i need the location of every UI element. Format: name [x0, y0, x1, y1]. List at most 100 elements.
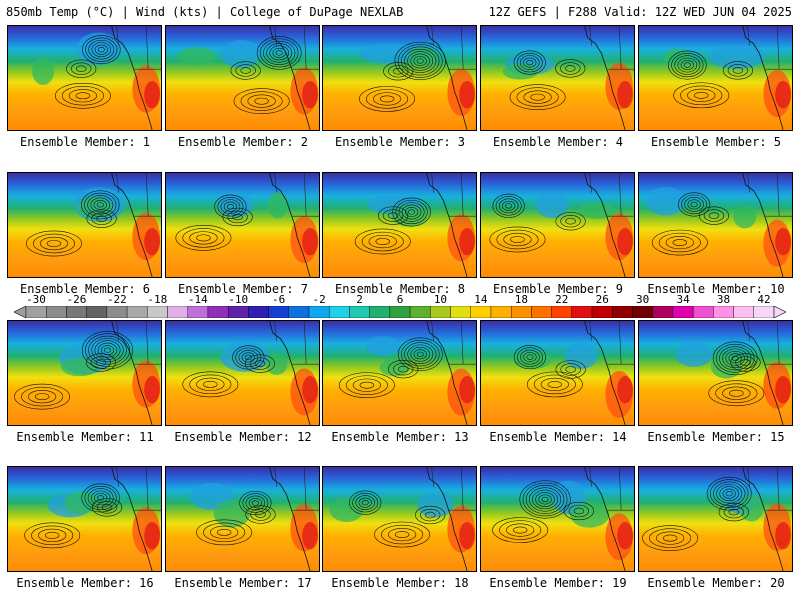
- low-pressure-contour: [214, 194, 247, 219]
- high-pressure-contour: [687, 88, 716, 102]
- colorbar-swatch: [167, 306, 188, 318]
- high-pressure-contour: [189, 374, 232, 395]
- high-pressure-contour: [68, 89, 98, 103]
- low-pressure-contour: [413, 349, 427, 360]
- low-pressure-contour: [528, 487, 562, 512]
- low-pressure-contour: [263, 40, 296, 65]
- ensemble-member-label: Ensemble Member: 20: [647, 576, 785, 590]
- ensemble-member-label: Ensemble Member: 16: [16, 576, 154, 590]
- low-pressure-contour: [719, 346, 752, 371]
- temperature-map: [639, 467, 792, 571]
- colorbar-tick-label: 26: [595, 293, 609, 306]
- ensemble-member-label: Ensemble Member: 6: [19, 282, 151, 296]
- low-pressure-contour: [713, 481, 746, 506]
- height-contour: [565, 65, 576, 72]
- colorbar-tick-label: -22: [106, 293, 127, 306]
- high-pressure-contour: [665, 235, 694, 250]
- colorbar-swatch: [571, 306, 593, 318]
- high-pressure-contour: [27, 390, 57, 404]
- temperature-map: [481, 173, 634, 277]
- colorbar-swatch: [389, 306, 411, 318]
- coastline: [111, 467, 153, 571]
- low-pressure-contour: [408, 209, 416, 215]
- colorbar-swatch: [591, 306, 613, 318]
- high-pressure-contour: [510, 236, 525, 243]
- ensemble-map-panel: [322, 172, 477, 278]
- temperature-field: [639, 26, 792, 130]
- height-contour: [740, 359, 751, 366]
- cool-air-blob: [390, 204, 428, 227]
- height-contour: [250, 508, 271, 521]
- low-pressure-contour: [519, 480, 571, 519]
- low-pressure-contour: [722, 348, 749, 369]
- cool-air-blob: [267, 192, 289, 219]
- political-borders: [116, 173, 161, 217]
- colorbar-tick-label: -26: [66, 293, 87, 306]
- political-borders: [431, 467, 476, 511]
- height-contour: [730, 353, 761, 372]
- colorbar-swatch: [632, 306, 653, 318]
- hot-air-blob: [144, 521, 161, 550]
- temperature-map: [639, 321, 792, 425]
- low-pressure-contour: [715, 343, 755, 373]
- low-pressure-contour: [677, 57, 698, 73]
- coastline: [269, 467, 311, 571]
- colorbar-swatch: [187, 306, 209, 318]
- high-pressure-contour: [368, 234, 397, 249]
- political-borders: [431, 26, 476, 70]
- high-pressure-contour: [359, 381, 375, 389]
- height-contour: [101, 504, 113, 511]
- ensemble-map-panel: [7, 172, 162, 278]
- ensemble-member-label: Ensemble Member: 14: [489, 430, 627, 444]
- coastline: [584, 467, 626, 571]
- low-pressure-contour: [492, 193, 525, 218]
- colorbar-tick-label: -2: [312, 293, 326, 306]
- coastline: [584, 321, 626, 425]
- high-pressure-contour: [516, 87, 559, 107]
- high-pressure-contour: [175, 225, 232, 251]
- height-contour: [387, 212, 399, 219]
- ensemble-member-label: Ensemble Member: 5: [650, 135, 782, 149]
- temperature-map: [8, 467, 161, 571]
- colorbar-max-arrow: [773, 306, 786, 318]
- coastline: [742, 26, 784, 130]
- colorbar-swatch: [753, 306, 775, 318]
- cold-air-blob: [645, 186, 686, 216]
- hot-air-blob: [459, 521, 476, 550]
- colorbar-tick-label: 6: [396, 293, 404, 306]
- colorbar-swatch: [268, 306, 290, 318]
- height-contour: [718, 502, 749, 522]
- ensemble-member-label: Ensemble Member: 9: [492, 282, 624, 296]
- ensemble-map-panel: [165, 466, 320, 572]
- colorbar-swatch: [207, 306, 229, 318]
- cold-air-blob: [708, 45, 766, 69]
- ensemble-map-panel: [7, 466, 162, 572]
- hot-air-blob: [775, 375, 792, 404]
- colorbar-swatch: [248, 306, 269, 318]
- high-pressure-contour: [210, 525, 239, 539]
- high-pressure-contour: [233, 88, 290, 114]
- coastline: [111, 173, 153, 277]
- low-pressure-contour: [242, 493, 269, 513]
- high-pressure-contour: [354, 228, 411, 255]
- low-pressure-contour: [217, 196, 244, 217]
- high-pressure-contour: [540, 377, 569, 392]
- ensemble-map-panel: [322, 466, 477, 572]
- temperature-field: [166, 321, 319, 425]
- high-pressure-contour: [366, 89, 409, 109]
- low-pressure-contour: [407, 51, 434, 71]
- height-contour: [245, 505, 276, 524]
- low-pressure-contour: [495, 196, 522, 216]
- height-contour: [388, 65, 409, 78]
- colorbar-swatch: [490, 306, 512, 318]
- coastline: [269, 26, 311, 130]
- cool-air-blob: [502, 63, 539, 80]
- cold-air-blob: [359, 43, 417, 64]
- high-pressure-contour: [182, 228, 225, 248]
- low-pressure-contour: [84, 192, 117, 217]
- height-contour: [96, 501, 118, 514]
- high-pressure-contour: [708, 380, 765, 407]
- ensemble-member-label: Ensemble Member: 4: [492, 135, 624, 149]
- temperature-map: [323, 173, 476, 277]
- low-pressure-contour: [712, 341, 758, 376]
